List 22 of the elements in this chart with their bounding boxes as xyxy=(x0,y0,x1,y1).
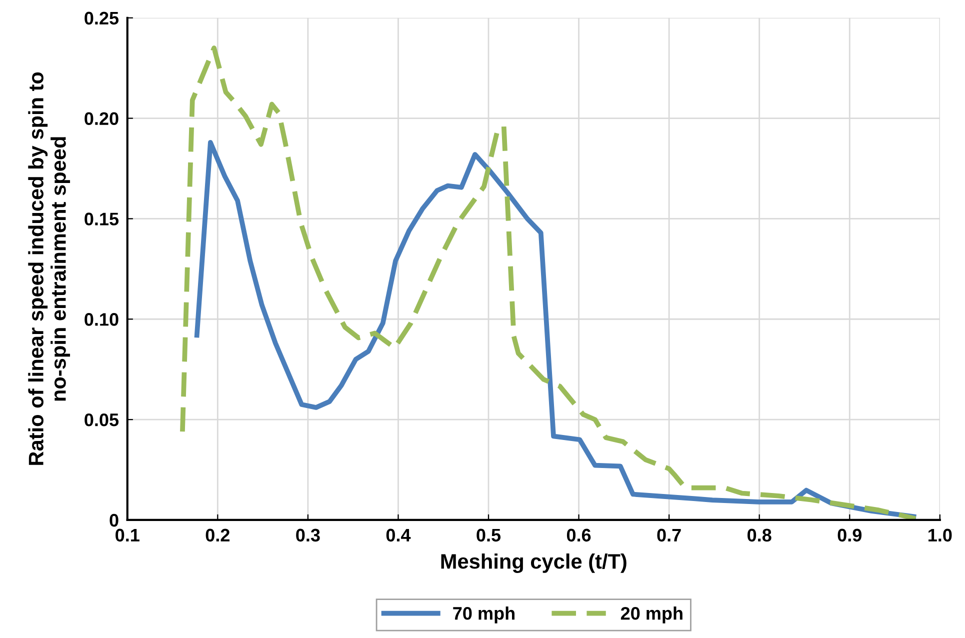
x-tick-label: 0.4 xyxy=(386,528,411,542)
y-tick-label: 0.10 xyxy=(84,313,118,326)
x-tick-label: 0.2 xyxy=(206,528,230,542)
y-tick-label: 0 xyxy=(110,514,118,527)
x-tick-label: 0.7 xyxy=(657,528,681,542)
x-tick-label: 0.3 xyxy=(296,528,320,542)
line-series xyxy=(180,46,918,520)
x-axis-title: Meshing cycle (t/T) xyxy=(441,553,626,573)
legend-label: 20 mph xyxy=(620,606,682,624)
y-tick-label: 0.05 xyxy=(84,413,119,426)
x-tick-label: 1.0 xyxy=(928,528,952,542)
line-series xyxy=(194,140,916,519)
x-tick-label: 0.1 xyxy=(116,528,140,542)
y-tick-label: 0.20 xyxy=(84,112,118,126)
x-tick-label: 0.8 xyxy=(748,528,772,542)
x-tick-label: 0.9 xyxy=(838,528,862,542)
x-tick-label: 0.5 xyxy=(476,528,501,542)
y-tick-label: 0.15 xyxy=(84,212,119,226)
y-axis-title: Ratio of linear speed induced by spin to no-spin entrainment speed xyxy=(28,72,70,465)
x-tick-label: 0.6 xyxy=(566,528,591,542)
legend-label: 70 mph xyxy=(453,606,514,624)
y-tick-label: 0.25 xyxy=(84,12,119,25)
